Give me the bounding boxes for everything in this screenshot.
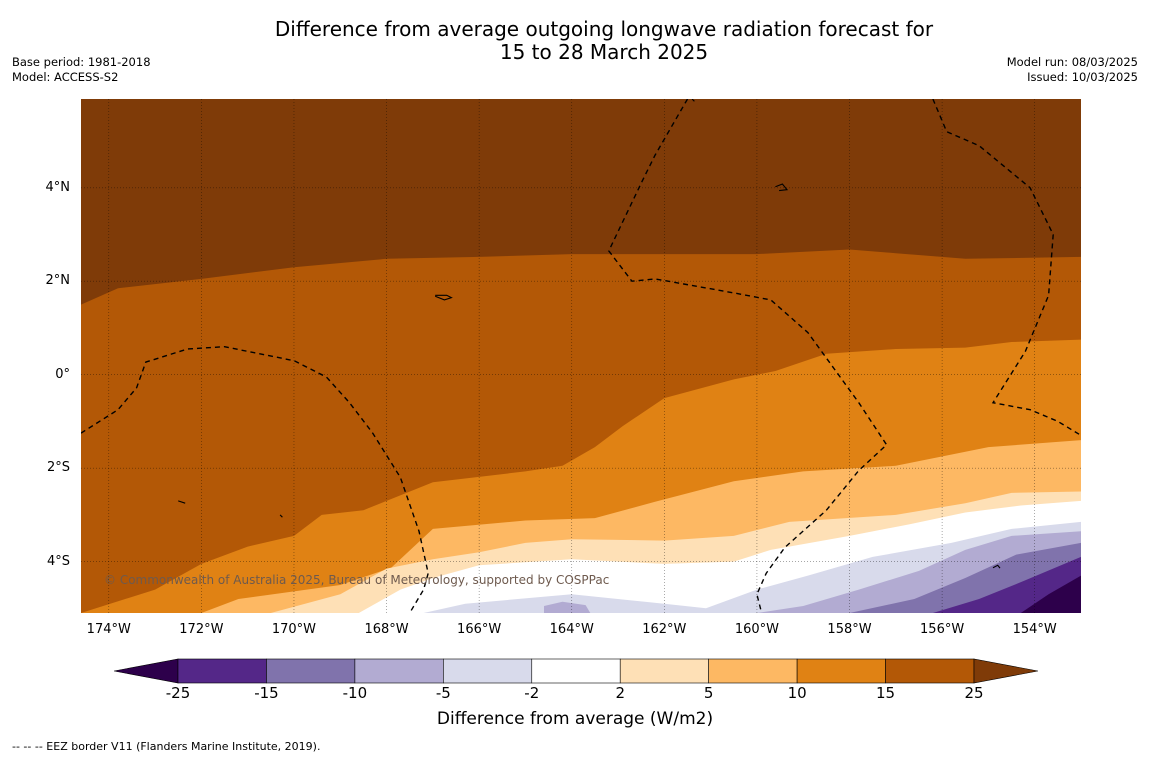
colorbar-segment: [177, 658, 267, 684]
colorbar-segment: [619, 658, 709, 684]
colorbar-tick-label: 10: [787, 684, 807, 702]
model-name: Model: ACCESS-S2: [12, 70, 119, 84]
colorbar-tick-label: 25: [964, 684, 984, 702]
eez-border-line: [81, 345, 429, 613]
colorbar-low-extend: [114, 658, 179, 684]
latitude-tick-label: 4°N: [45, 179, 71, 195]
longitude-tick-label: 166°W: [457, 622, 502, 637]
anomaly-patch-0: [544, 601, 591, 613]
colorbar-tick-label: -10: [342, 684, 368, 702]
base-period: Base period: 1981-2018: [12, 55, 151, 69]
longitude-tick-label: 158°W: [827, 622, 872, 637]
island-outline: [992, 564, 1001, 569]
colorbar-segment: [266, 658, 356, 684]
olr-anomaly-map: [81, 99, 1081, 613]
island-outline: [434, 294, 453, 301]
island-outline: [691, 99, 695, 102]
longitude-tick-label: 170°W: [271, 622, 317, 637]
colorbar-tick-label: -25: [165, 684, 191, 702]
colorbar-tick-label: -15: [254, 684, 279, 702]
colorbar-segment: [531, 658, 621, 684]
eez-footnote: -- -- -- EEZ border V11 (Flanders Marine…: [12, 740, 321, 753]
eez-border-line: [607, 99, 888, 613]
colorbar-tick-label: -5: [435, 684, 451, 702]
title-line-2: 15 to 28 March 2025: [499, 40, 709, 64]
longitude-tick-label: 168°W: [364, 622, 409, 637]
island-outline: [178, 500, 186, 504]
colorbar-segment: [708, 658, 798, 684]
band-below-m25: [1020, 575, 1081, 613]
colorbar-tick-label: 15: [876, 684, 896, 702]
colorbar-high-extend: [973, 658, 1038, 684]
latitude-tick-label: 4°S: [46, 553, 70, 569]
meta-left: Base period: 1981-2018 Model: ACCESS-S2: [12, 55, 151, 85]
longitude-tick-label: 154°W: [1012, 622, 1057, 637]
island-outline: [775, 183, 789, 192]
colorbar-label: Difference from average (W/m2): [436, 709, 714, 729]
issued-date: Issued: 10/03/2025: [1027, 70, 1138, 84]
meta-right: Model run: 08/03/2025 Issued: 10/03/2025: [1007, 55, 1138, 85]
model-run: Model run: 08/03/2025: [1006, 55, 1138, 69]
longitude-tick-label: 172°W: [179, 622, 224, 637]
longitude-tick-label: 164°W: [549, 622, 594, 637]
colorbar-segment: [354, 658, 444, 684]
colorbar-segment: [885, 658, 975, 684]
island-outline: [279, 514, 283, 518]
longitude-tick-label: 174°W: [86, 622, 131, 637]
colorbar: [114, 658, 1038, 684]
latitude-tick-label: 2°S: [46, 460, 70, 476]
longitude-tick-label: 162°W: [642, 622, 687, 637]
colorbar-segment: [443, 658, 533, 684]
colorbar-tick-label: 5: [703, 684, 714, 702]
map-title: Difference from average outgoing longwav…: [200, 18, 1008, 64]
latitude-tick-label: 0°: [55, 366, 70, 382]
colorbar-tick-label: -2: [524, 684, 540, 702]
colorbar-tick-label: 2: [615, 684, 625, 702]
copyright-notice: © Commonwealth of Australia 2025, Bureau…: [104, 573, 610, 587]
latitude-tick-label: 2°N: [45, 273, 71, 289]
title-line-1: Difference from average outgoing longwav…: [274, 17, 934, 41]
colorbar-segment: [796, 658, 886, 684]
longitude-tick-label: 156°W: [920, 622, 965, 637]
longitude-tick-label: 160°W: [734, 622, 780, 637]
